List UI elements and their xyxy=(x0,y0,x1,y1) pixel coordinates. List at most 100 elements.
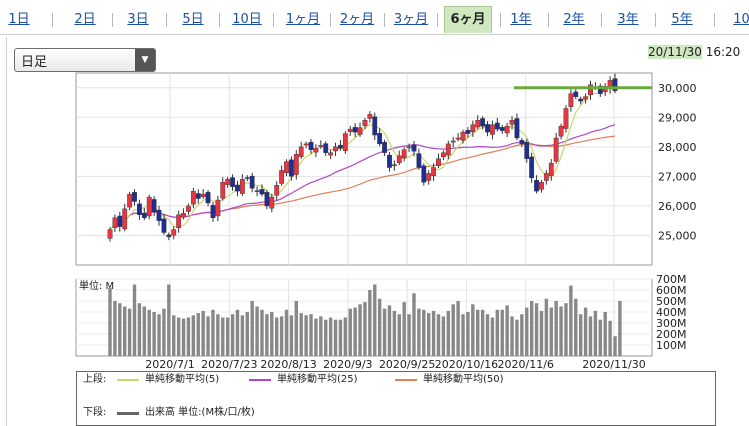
volume-bar xyxy=(250,301,254,356)
volume-bar xyxy=(176,317,181,356)
volume-bar xyxy=(471,304,475,356)
volume-bar xyxy=(162,308,166,356)
candle-up xyxy=(328,152,334,156)
candle-down xyxy=(137,203,142,215)
candle-down xyxy=(499,127,505,131)
candle-up xyxy=(269,196,275,209)
candle-down xyxy=(205,192,211,204)
volume-bar xyxy=(480,309,485,356)
volume-bar xyxy=(206,316,210,356)
candle-down xyxy=(244,177,250,179)
volume-bar xyxy=(127,308,132,356)
candle-up xyxy=(509,120,515,125)
volume-bar xyxy=(255,306,259,356)
volume-bar xyxy=(373,284,377,356)
tab-12[interactable]: 5年 xyxy=(671,12,693,27)
candle-up xyxy=(318,145,324,147)
x-tick-label: 2020/7/23 xyxy=(201,358,257,371)
tab-9[interactable]: 1年 xyxy=(510,12,532,27)
chart-legend: 上段: 単純移動平均(5) 単純移動平均(25) 単純移動平均(50) 下段: … xyxy=(76,371,716,426)
candle-up xyxy=(431,167,436,176)
tab-4[interactable]: 10日 xyxy=(232,12,262,27)
volume-bar xyxy=(181,318,186,356)
candle-down xyxy=(151,199,157,213)
volume-bar xyxy=(358,304,362,356)
tab-10[interactable]: 2年 xyxy=(563,12,585,27)
tab-separator xyxy=(51,13,53,27)
candle-up xyxy=(225,179,231,185)
tab-separator xyxy=(384,13,385,27)
tab-3[interactable]: 5日 xyxy=(182,12,204,27)
candle-up xyxy=(583,96,588,100)
candle-down xyxy=(529,156,535,179)
candle-up xyxy=(279,170,285,184)
candle-up xyxy=(181,213,186,218)
volume-bar xyxy=(588,316,593,356)
candle-up xyxy=(362,120,368,127)
tab-7[interactable]: 3ヶ月 xyxy=(393,12,429,27)
candle-up xyxy=(490,124,495,135)
volume-bar xyxy=(309,314,313,356)
volume-bar xyxy=(598,319,602,356)
tab-8[interactable]: 6ヶ月 xyxy=(444,6,492,33)
tab-11[interactable]: 3年 xyxy=(617,12,639,27)
volume-bar xyxy=(451,304,455,356)
dropdown-arrow-icon[interactable]: ▼ xyxy=(135,49,155,71)
tab-0[interactable]: 1日 xyxy=(8,12,30,27)
candle-down xyxy=(485,124,490,133)
volume-bar xyxy=(137,303,142,356)
candle-down xyxy=(377,133,383,145)
y-tick-label: 26,000 xyxy=(658,200,697,213)
tab-13[interactable]: 10年 xyxy=(733,12,749,27)
candle-down xyxy=(573,91,579,97)
volume-bar xyxy=(319,316,323,356)
volume-bar xyxy=(260,309,264,356)
volume-bar xyxy=(436,314,441,356)
candle-down xyxy=(612,78,618,91)
candle-down xyxy=(338,144,343,149)
candle-down xyxy=(534,180,539,192)
volume-bar xyxy=(583,307,588,356)
volume-bar xyxy=(348,308,352,356)
legend-volume-swatch xyxy=(117,412,139,415)
candle-up xyxy=(200,193,206,197)
x-tick-label: 2020/10/16 xyxy=(435,358,498,371)
tab-2[interactable]: 3日 xyxy=(127,12,149,27)
volume-bar xyxy=(441,316,446,356)
volume-bar xyxy=(529,301,534,356)
legend-ma25-name: 単純移動平均(25) xyxy=(277,374,358,385)
candle-up xyxy=(396,155,402,163)
candle-up xyxy=(107,229,113,239)
volume-bar xyxy=(186,317,191,356)
volume-bar xyxy=(377,298,382,356)
candle-up xyxy=(504,125,510,134)
volume-bar xyxy=(353,307,357,356)
volume-bar xyxy=(216,314,220,356)
x-tick-label: 2020/8/13 xyxy=(260,358,316,371)
x-tick-label: 2020/9/3 xyxy=(323,358,372,371)
volume-bar xyxy=(618,301,622,356)
volume-bar xyxy=(289,315,294,356)
tab-6[interactable]: 2ヶ月 xyxy=(339,12,375,27)
volume-bar xyxy=(118,303,122,356)
volume-bar xyxy=(608,320,612,356)
tab-5[interactable]: 1ヶ月 xyxy=(285,12,321,27)
period-select[interactable]: 日足 ▼ xyxy=(14,48,156,72)
volume-bar xyxy=(485,314,490,356)
volume-bar xyxy=(225,317,230,356)
candle-down xyxy=(519,140,525,145)
tab-separator xyxy=(547,13,549,27)
update-time: 16:20 xyxy=(705,45,741,59)
volume-tick-label: 300M xyxy=(656,317,687,330)
volume-bar xyxy=(544,298,549,356)
tab-1[interactable]: 2日 xyxy=(74,12,96,27)
candle-down xyxy=(289,159,294,177)
volume-bar xyxy=(422,309,426,356)
volume-bar xyxy=(265,314,269,356)
volume-bar xyxy=(382,308,387,356)
candle-up xyxy=(186,205,191,212)
volume-bar xyxy=(515,319,519,356)
volume-bar xyxy=(123,306,127,356)
candle-up xyxy=(220,182,226,199)
period-tab-bar: 1日 2日 3日 5日 10日 1ヶ月 2ヶ月 3ヶ月 6ヶ月 1年 2年 3年 5年 10年 xyxy=(0,0,749,35)
